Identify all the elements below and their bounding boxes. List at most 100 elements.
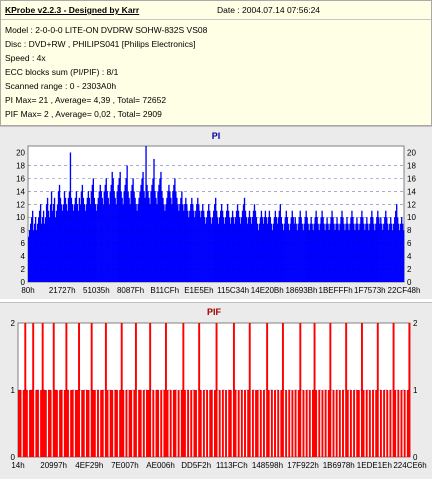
bar <box>324 230 326 282</box>
bar <box>207 210 209 282</box>
bar <box>31 210 34 282</box>
bar <box>102 204 104 282</box>
bar <box>87 390 90 457</box>
bar <box>390 217 392 282</box>
bar <box>180 197 182 282</box>
bar <box>335 390 338 457</box>
bar <box>228 390 231 457</box>
bar <box>114 390 117 457</box>
bar <box>289 223 291 282</box>
bar <box>74 197 77 282</box>
bar <box>255 390 258 457</box>
bar <box>142 171 144 282</box>
bar <box>116 390 118 457</box>
bar <box>363 223 365 282</box>
bar <box>386 390 389 457</box>
bar <box>72 210 75 282</box>
bar <box>219 210 222 282</box>
bar <box>67 390 69 457</box>
bar <box>301 223 303 282</box>
bar <box>251 390 254 457</box>
bar <box>399 230 401 282</box>
bar <box>119 171 121 282</box>
bar <box>277 217 280 282</box>
bar <box>342 390 344 457</box>
bar <box>51 210 54 282</box>
ecc-line: ECC blocks sum (PI/PIF) : 8/1 <box>5 67 119 77</box>
bar <box>111 171 113 282</box>
bar <box>231 210 234 282</box>
bar <box>28 236 30 282</box>
bar <box>331 210 333 282</box>
bar <box>403 230 405 282</box>
pi-chart-panel: PI 0 0 2 2 4 4 6 6 8 8 10 10 12 12 14 14 16 16 18 18 20 20 80h 2… <box>0 126 432 299</box>
x-tick-label: 1113FCh <box>216 461 248 470</box>
x-tick-label: 8087Fh <box>117 286 144 295</box>
bar <box>160 171 162 282</box>
bar <box>172 191 174 282</box>
bar <box>366 217 368 282</box>
bar <box>216 210 218 282</box>
bar <box>48 390 50 457</box>
pi-stats-line: PI Max= 21 , Average= 4,39 , Total= 7265… <box>5 95 167 105</box>
bar <box>375 223 377 282</box>
bar <box>302 390 305 457</box>
bar <box>373 223 375 282</box>
bar <box>326 217 328 282</box>
bar <box>139 191 141 282</box>
bar <box>173 184 175 282</box>
bar <box>59 390 62 457</box>
bar <box>233 223 236 282</box>
bar <box>339 223 341 282</box>
bar <box>63 191 66 282</box>
bar <box>383 223 385 282</box>
bar <box>104 184 106 282</box>
bar <box>392 323 395 457</box>
bar <box>44 217 47 282</box>
bar <box>122 390 125 457</box>
bar <box>79 204 82 282</box>
bar <box>361 210 363 282</box>
bar <box>333 223 335 282</box>
bar <box>305 210 307 282</box>
bar <box>300 217 302 282</box>
bar <box>240 217 243 282</box>
bar <box>357 223 359 282</box>
y-tick-label-right: 2 <box>407 265 412 274</box>
bar <box>393 223 395 282</box>
bar <box>249 217 252 282</box>
bar <box>400 390 403 457</box>
bar <box>317 223 319 282</box>
bar <box>169 390 172 457</box>
y-tick-label-right: 4 <box>407 252 412 261</box>
bar <box>353 390 356 457</box>
bar <box>235 210 238 282</box>
y-tick-label-right: 16 <box>407 174 416 183</box>
bar <box>218 390 221 457</box>
bar <box>274 390 276 457</box>
bar <box>376 217 378 282</box>
bar <box>392 230 394 282</box>
bar <box>323 223 325 282</box>
bar <box>163 204 165 282</box>
bar <box>154 191 156 282</box>
bar <box>92 390 95 457</box>
bar <box>165 204 167 282</box>
bar <box>38 210 41 282</box>
bar <box>312 390 314 457</box>
bar <box>318 390 321 457</box>
bar <box>352 217 354 282</box>
bar <box>241 210 244 282</box>
y-tick-label-right: 12 <box>407 200 416 209</box>
bar <box>188 217 190 282</box>
bars <box>18 323 411 457</box>
x-tick-label: E1E5Eh <box>184 286 213 295</box>
pif-chart: PIF 0 0 1 1 2 2 14h 20997h 4EF29h 7E007h AE006h DD5F… <box>11 307 427 470</box>
bar <box>345 323 348 457</box>
bar <box>281 223 283 282</box>
bar <box>49 204 52 282</box>
bar <box>291 390 294 457</box>
bar <box>54 390 57 457</box>
bar <box>36 390 39 457</box>
bar <box>158 184 160 282</box>
